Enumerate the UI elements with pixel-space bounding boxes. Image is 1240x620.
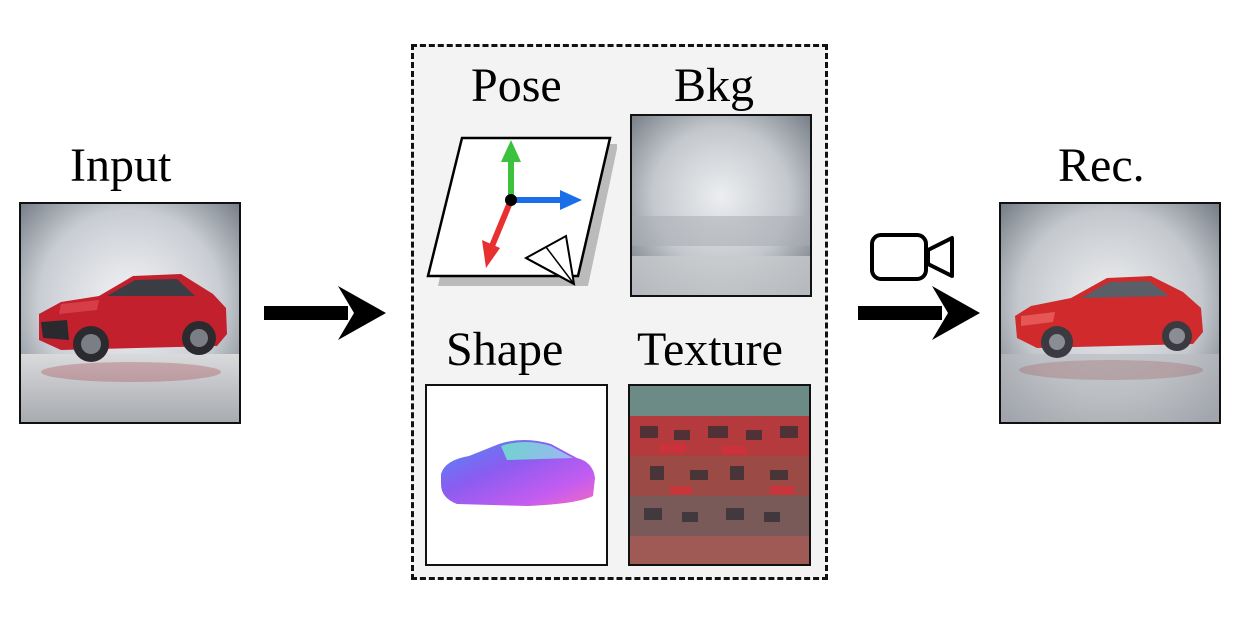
camera-icon [870,233,954,281]
pose-label: Pose [471,59,562,112]
bkg-label: Bkg [674,59,755,112]
texture-image [628,384,811,566]
reconstruction-image [999,202,1221,424]
right-arrow-icon [264,286,386,340]
background-image [630,114,812,297]
input-label: Input [70,139,172,192]
input-image [19,202,241,424]
shape-label: Shape [446,323,564,376]
right-arrow-icon [858,286,980,340]
shape-image [425,384,608,566]
axes-icon [426,136,617,286]
rec-label: Rec. [1058,139,1145,192]
reconstructed-car [1015,276,1203,358]
red-car [39,274,227,362]
texture-label: Texture [637,323,783,376]
